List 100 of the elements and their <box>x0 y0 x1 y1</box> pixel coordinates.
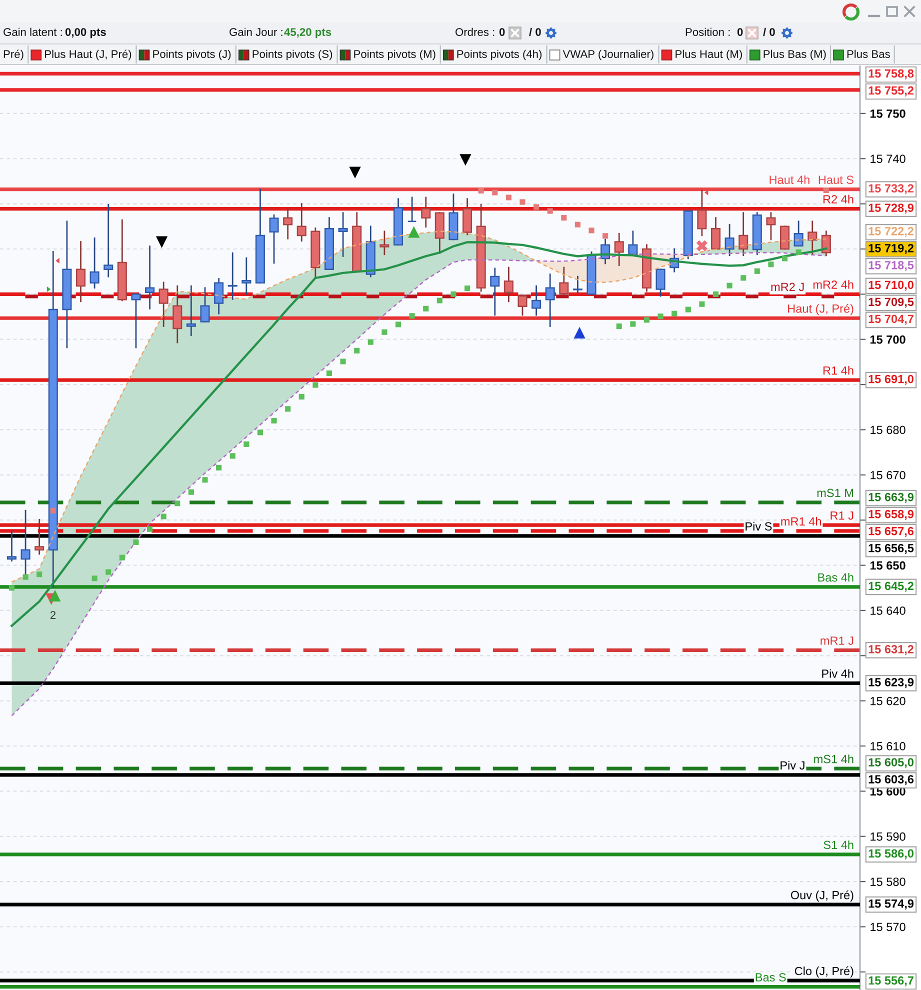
point <box>382 329 388 335</box>
point <box>230 453 236 459</box>
annotation: R1 4h <box>823 366 854 375</box>
ref-line-label: 15 586,0 <box>868 849 914 860</box>
point <box>174 500 180 506</box>
ref-line-label: 15 663,9 <box>868 492 914 503</box>
candlestick <box>504 266 514 302</box>
text: Gain Jour : <box>230 28 282 36</box>
y-tick-label: 15 650 <box>870 561 906 570</box>
candlestick <box>338 212 348 257</box>
candlestick <box>738 212 748 256</box>
text: VWAP (Journalier) <box>562 50 654 60</box>
point <box>823 187 829 194</box>
ref-line-label: 15 658,9 <box>868 510 914 520</box>
point <box>257 430 263 436</box>
candlestick <box>614 232 624 266</box>
ref-line-label: 15 728,9 <box>868 204 914 214</box>
annotation: Haut 4h <box>770 175 810 184</box>
candlestick <box>145 246 155 310</box>
point <box>547 208 553 214</box>
point <box>561 215 567 221</box>
ref-line-label: 15 710,0 <box>868 280 914 291</box>
point <box>354 348 360 354</box>
point <box>119 554 125 560</box>
point <box>271 418 277 424</box>
point <box>146 526 153 532</box>
candlestick <box>545 274 555 327</box>
ref-line-label: 15 645,2 <box>868 582 914 592</box>
point <box>672 310 678 316</box>
text: / 0 <box>529 28 541 36</box>
ref-line-label: 15 623,9 <box>868 678 914 688</box>
annotation: mR1 4h <box>781 516 821 526</box>
ref-line-label: 15 755,2 <box>868 86 914 96</box>
point <box>395 322 402 328</box>
annotation: Haut (J, Pré) <box>788 304 854 316</box>
text: Points pivots (4h) <box>457 50 542 60</box>
point <box>492 190 498 196</box>
point <box>588 228 594 234</box>
candlestick <box>780 226 790 250</box>
point <box>685 306 691 312</box>
candlestick <box>34 518 44 555</box>
text: 15 722,2 <box>868 226 914 238</box>
annotation: R1 J <box>830 511 854 520</box>
text: 0,00 pts <box>65 28 106 38</box>
text: Plus Bas (M) <box>764 50 826 60</box>
ref-line-label: 15 574,9 <box>868 899 914 910</box>
ref-line-label: 15 631,2 <box>868 645 914 656</box>
candlestick <box>532 285 542 316</box>
candlestick <box>380 230 390 256</box>
point <box>22 574 28 580</box>
y-tick-label: 15 620 <box>870 696 906 706</box>
point <box>298 394 304 400</box>
point <box>106 569 112 575</box>
annotation: Piv 4h <box>822 669 854 678</box>
y-tick-label: 15 740 <box>870 154 906 164</box>
y-tick-label: 15 580 <box>870 878 906 886</box>
point <box>340 358 346 364</box>
candlestick <box>6 530 16 562</box>
point <box>8 585 15 591</box>
ref-line-label: 15 556,7 <box>868 976 914 986</box>
annotation: 2 <box>50 611 56 619</box>
point <box>644 317 650 323</box>
candlestick <box>421 196 431 228</box>
candlestick <box>172 285 182 344</box>
annotation: Piv J <box>780 760 804 770</box>
ref-line-label: 15 709,5 <box>868 298 914 308</box>
candlestick <box>214 278 224 314</box>
ref-line-label: 15 733,2 <box>868 184 914 194</box>
ref-line-label: 15 691,0 <box>868 374 914 385</box>
annotation: Haut S <box>818 176 854 184</box>
point <box>506 194 512 200</box>
y-tick-label: 15 750 <box>870 109 906 118</box>
text: Points pivots (J) <box>153 50 231 60</box>
text: Points pivots (S) <box>252 50 332 60</box>
point <box>36 572 42 578</box>
text: 0 <box>737 28 743 36</box>
candlestick <box>518 295 528 316</box>
text: Position : <box>686 28 730 36</box>
text: 15 719,2 <box>868 244 914 254</box>
point <box>133 539 139 546</box>
ref-line-label: 15 603,6 <box>868 775 914 786</box>
text: Plus Bas <box>847 50 890 58</box>
point <box>92 576 98 582</box>
text: Points pivots (M) <box>354 50 436 60</box>
y-tick-label: 15 610 <box>870 742 906 750</box>
candlestick <box>808 220 818 255</box>
annotation: R2 4h <box>823 194 854 204</box>
candlestick <box>104 204 114 278</box>
point <box>768 262 774 268</box>
point <box>740 275 746 281</box>
ref-line-label: 15 657,6 <box>868 526 914 537</box>
ref-line-label: 15 758,8 <box>868 69 914 80</box>
point <box>326 370 332 376</box>
candlestick <box>656 268 666 297</box>
annotation: mS1 4h <box>814 754 854 764</box>
text: / 0 <box>763 28 775 36</box>
point <box>478 188 484 194</box>
point <box>754 268 760 274</box>
point <box>574 222 580 228</box>
candlestick <box>76 241 86 302</box>
